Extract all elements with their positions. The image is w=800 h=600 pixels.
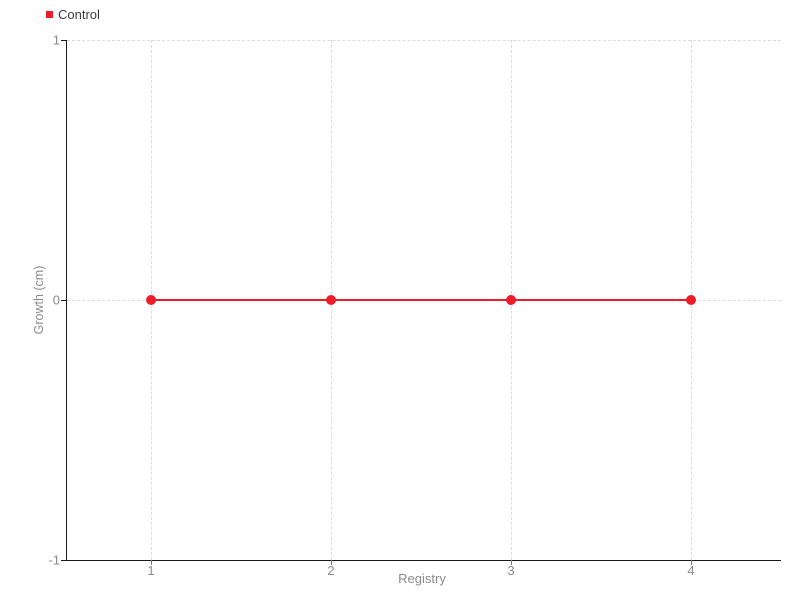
- y-tick-label: -1: [48, 552, 60, 568]
- x-tick-mark: [511, 560, 513, 565]
- x-tick-label: 3: [507, 563, 515, 578]
- legend: Control: [46, 8, 100, 21]
- x-tick-mark: [691, 560, 692, 565]
- data-point: [506, 295, 517, 305]
- y-axis-title: Growth (cm): [32, 265, 46, 335]
- x-tick-mark: [331, 560, 333, 565]
- y-tick-mark: [61, 40, 67, 41]
- y-gridline: [67, 40, 781, 41]
- data-point: [326, 295, 337, 305]
- y-tick-mark: [61, 560, 67, 561]
- series-canvas: [146, 295, 697, 305]
- x-tick-label: 4: [687, 563, 695, 578]
- x-tick-label: 1: [147, 563, 155, 578]
- data-point: [686, 295, 697, 305]
- plot-area: 1 2 3 4 1 0 -1: [48, 33, 781, 578]
- x-tick-label: 2: [327, 563, 335, 578]
- legend-marker-control: [46, 11, 53, 18]
- y-tick-label: 0: [52, 292, 60, 308]
- x-axis-title: Registry: [398, 571, 446, 586]
- y-tick-mark: [61, 300, 67, 301]
- data-point: [146, 295, 157, 305]
- y-tick-label: 1: [52, 32, 60, 48]
- x-tick-mark: [151, 560, 153, 565]
- legend-label-control: Control: [58, 7, 100, 22]
